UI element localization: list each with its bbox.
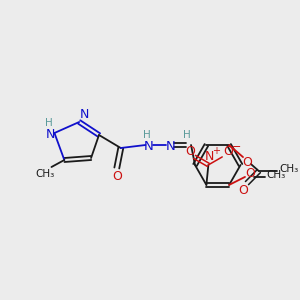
Text: O: O [223, 146, 233, 158]
Text: O: O [242, 156, 252, 169]
Text: CH₃: CH₃ [266, 170, 285, 180]
Text: +: + [212, 146, 220, 156]
Text: O: O [245, 167, 255, 180]
Text: N: N [46, 128, 55, 142]
Text: O: O [186, 146, 196, 158]
Text: N: N [80, 107, 89, 121]
Text: O: O [238, 184, 248, 196]
Text: N: N [144, 140, 153, 152]
Text: N: N [205, 150, 214, 164]
Text: CH₃: CH₃ [279, 164, 298, 174]
Text: H: H [45, 118, 52, 128]
Text: H: H [142, 130, 150, 140]
Text: N: N [165, 140, 175, 152]
Text: H: H [183, 130, 191, 140]
Text: O: O [112, 170, 122, 184]
Text: −: − [231, 142, 241, 152]
Text: CH₃: CH₃ [35, 169, 54, 179]
